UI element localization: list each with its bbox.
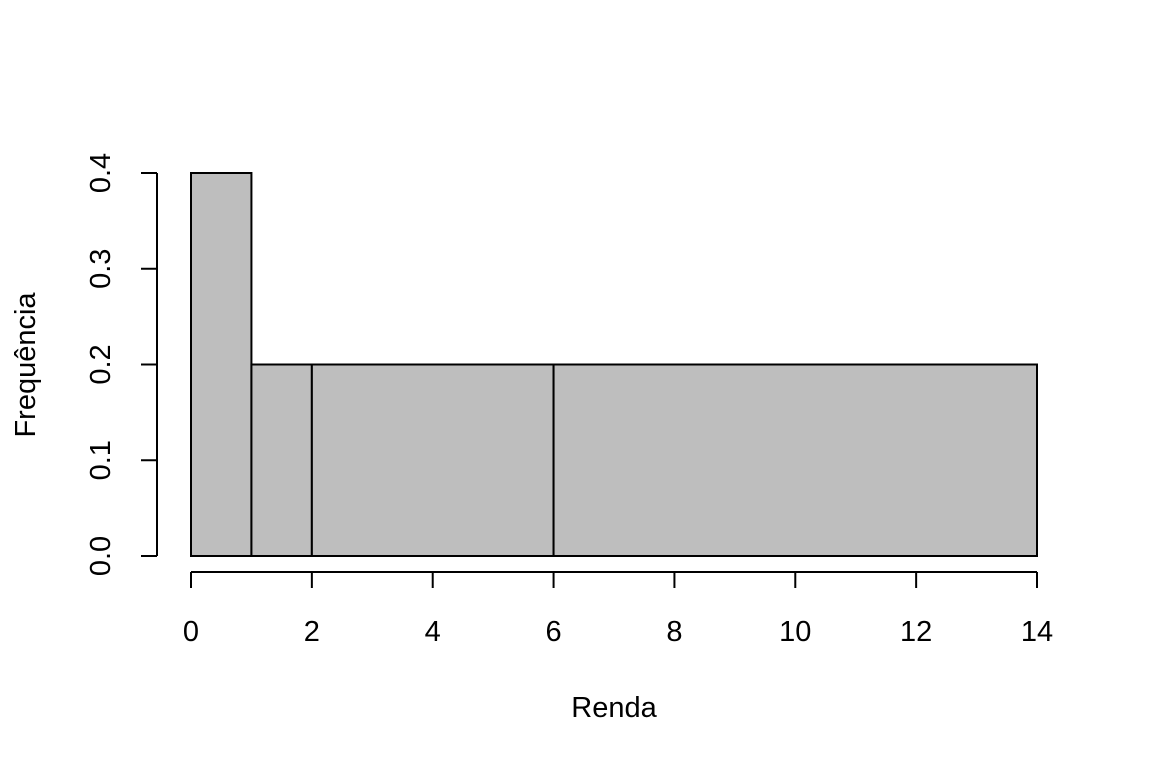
x-tick-label-3: 6 [546, 616, 562, 648]
x-axis: 0 2 4 6 8 10 12 14 [183, 571, 1053, 648]
x-tick-label-1: 2 [304, 616, 320, 648]
x-tick-label-4: 8 [666, 616, 682, 648]
histogram-bar-3 [552, 363, 1038, 557]
x-tick-label-7: 14 [1021, 616, 1053, 648]
histogram-bar-1 [250, 363, 313, 557]
histogram-bar-0 [190, 172, 253, 557]
y-tick-label-3: 0.3 [85, 249, 117, 289]
x-tick-label-2: 4 [425, 616, 441, 648]
histogram-bar-2 [310, 363, 555, 557]
x-tick-label-0: 0 [183, 616, 199, 648]
y-tick-label-0: 0.0 [85, 536, 117, 576]
y-axis-title: Frequência [10, 292, 42, 438]
x-axis-ticks: 0 2 4 6 8 10 12 14 [183, 572, 1053, 648]
x-tick-label-6: 12 [900, 616, 932, 648]
y-axis-ticks: 0.0 0.1 0.2 0.3 0.4 [85, 153, 157, 576]
y-tick-label-4: 0.4 [85, 153, 117, 193]
x-axis-title: Renda [571, 692, 657, 724]
bars-group [190, 172, 1038, 557]
x-tick-label-5: 10 [779, 616, 811, 648]
y-tick-label-2: 0.2 [85, 344, 117, 384]
y-axis: 0.0 0.1 0.2 0.3 0.4 [85, 153, 158, 576]
y-tick-label-1: 0.1 [85, 440, 117, 480]
